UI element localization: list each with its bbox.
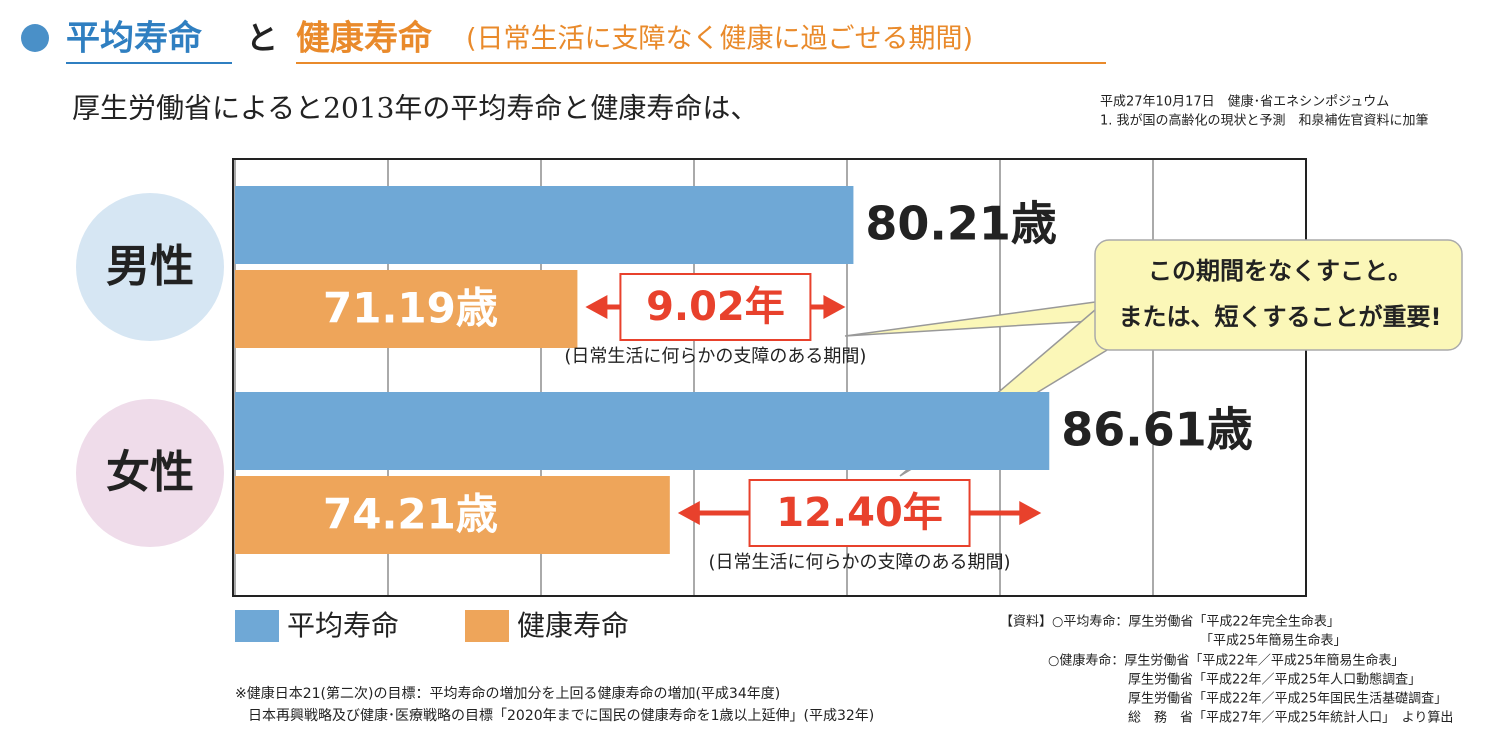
arrow-head xyxy=(677,501,700,525)
value-label: 80.21歳 xyxy=(865,197,1057,251)
plot-frame xyxy=(232,158,1307,597)
gap-note: (日常生活に何らかの支障のある期間) xyxy=(564,346,866,367)
legend-label: 平均寿命 xyxy=(287,609,399,642)
source-line: 「平成25年簡易生命表」 xyxy=(1200,633,1347,649)
source-line: 厚生労働省「平成22年／平成25年人口動態調査」 xyxy=(1128,672,1421,688)
arrow-head xyxy=(585,295,608,319)
title-joiner: と xyxy=(246,19,278,57)
legend-swatch xyxy=(465,610,509,642)
title-part1: 平均寿命 xyxy=(66,19,202,59)
category-label: 男性 xyxy=(106,241,194,292)
arrow-head xyxy=(1019,501,1042,525)
bar xyxy=(235,186,854,264)
title-part3: (日常生活に支障なく健康に過ごせる期間) xyxy=(466,24,973,55)
bar xyxy=(235,392,1050,470)
gap-note: (日常生活に何らかの支障のある期間) xyxy=(709,552,1011,573)
callout-text: または、短くすることが重要! xyxy=(1119,303,1442,331)
category-badge xyxy=(76,399,224,547)
source-line: ○健康寿命：厚生労働省「平成22年／平成25年簡易生命表」 xyxy=(1048,653,1404,669)
gap-label: 9.02年 xyxy=(646,284,785,330)
callout-box xyxy=(1094,239,1463,351)
source-line: 厚生労働省「平成22年／平成25年国民生活基礎調査」 xyxy=(1128,692,1447,707)
gap-box xyxy=(619,273,812,341)
footnote: ※健康日本21(第二次)の目標：平均寿命の増加分を上回る健康寿命の増加(平成34… xyxy=(235,685,780,702)
legend-swatch xyxy=(235,610,279,642)
source-line: 【資料】○平均寿命：厚生労働省「平成22年完全生命表」 xyxy=(1000,614,1340,630)
value-label: 74.21歳 xyxy=(323,490,498,539)
value-label: 86.61歳 xyxy=(1061,403,1253,457)
subtitle: 厚生労働省によると2013年の平均寿命と健康寿命は、 xyxy=(72,92,758,125)
value-label: 71.19歳 xyxy=(323,284,498,333)
source-line: 総 務 省「平成27年／平成25年統計人口」 より算出 xyxy=(1128,710,1453,726)
bar xyxy=(235,270,578,348)
gap-box xyxy=(748,479,971,547)
bar xyxy=(235,476,670,554)
category-badge xyxy=(76,193,224,341)
arrow-head xyxy=(823,295,846,319)
title-part2: 健康寿命 xyxy=(296,19,432,59)
category-label: 女性 xyxy=(106,447,194,498)
source-top: 1. 我が国の高齢化の現状と予測 和泉補佐官資料に加筆 xyxy=(1100,113,1429,129)
source-top: 平成27年10月17日 健康･省エネシンポジュウム xyxy=(1100,94,1389,110)
footnote: 日本再興戦略及び健康･医療戦略の目標「2020年までに国民の健康寿命を1歳以上延… xyxy=(248,707,874,724)
title-bullet xyxy=(21,24,49,52)
callout-text: この期間をなくすこと。 xyxy=(1148,257,1412,285)
gap-label: 12.40年 xyxy=(776,490,943,536)
legend-label: 健康寿命 xyxy=(517,609,629,642)
